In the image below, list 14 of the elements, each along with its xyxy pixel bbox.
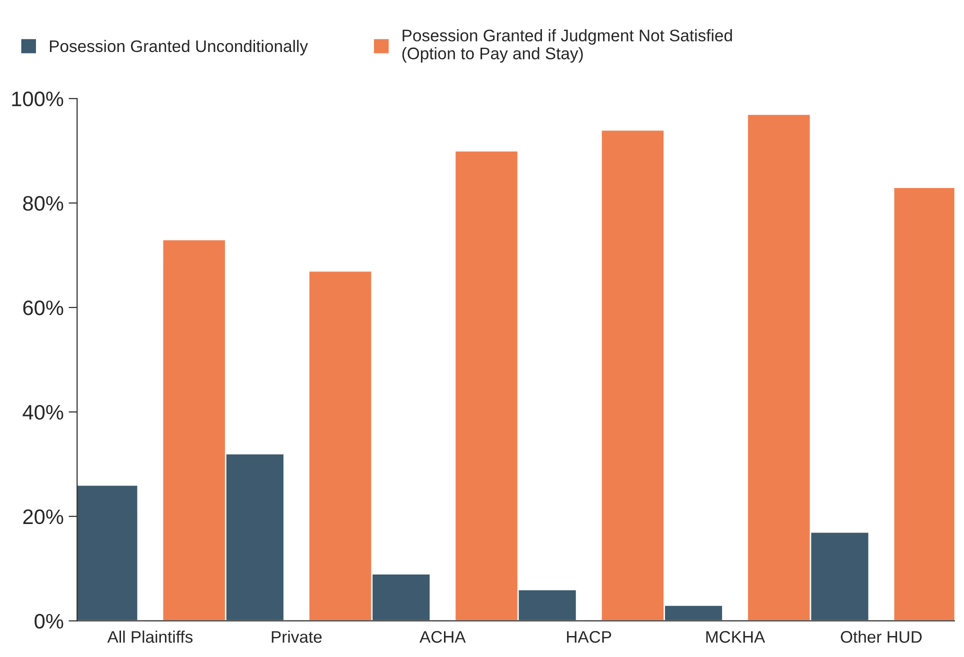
y-tick-label: 40% [22,404,64,420]
y-tick-label: 0% [34,614,64,629]
x-tick-label: ACHA [420,631,466,643]
x-tick-label: MCKHA [706,631,766,643]
legend-label: Posession Granted Unconditionally [50,40,308,56]
y-tick-label: 60% [23,300,64,316]
y-tick-label: 20% [23,509,64,524]
x-tick-label: Other HUD [840,630,922,643]
x-tick-label: All Plaintiffs [107,630,193,643]
legend-label: Posession Granted if Judgment Not Satisfied (Option to Pay and Stay) [402,29,732,63]
y-tick-label: 80% [23,196,64,211]
y-tick-label: 100% [12,92,64,106]
x-tick-label: HACP [567,631,612,643]
x-tick-label: Private [272,630,322,643]
